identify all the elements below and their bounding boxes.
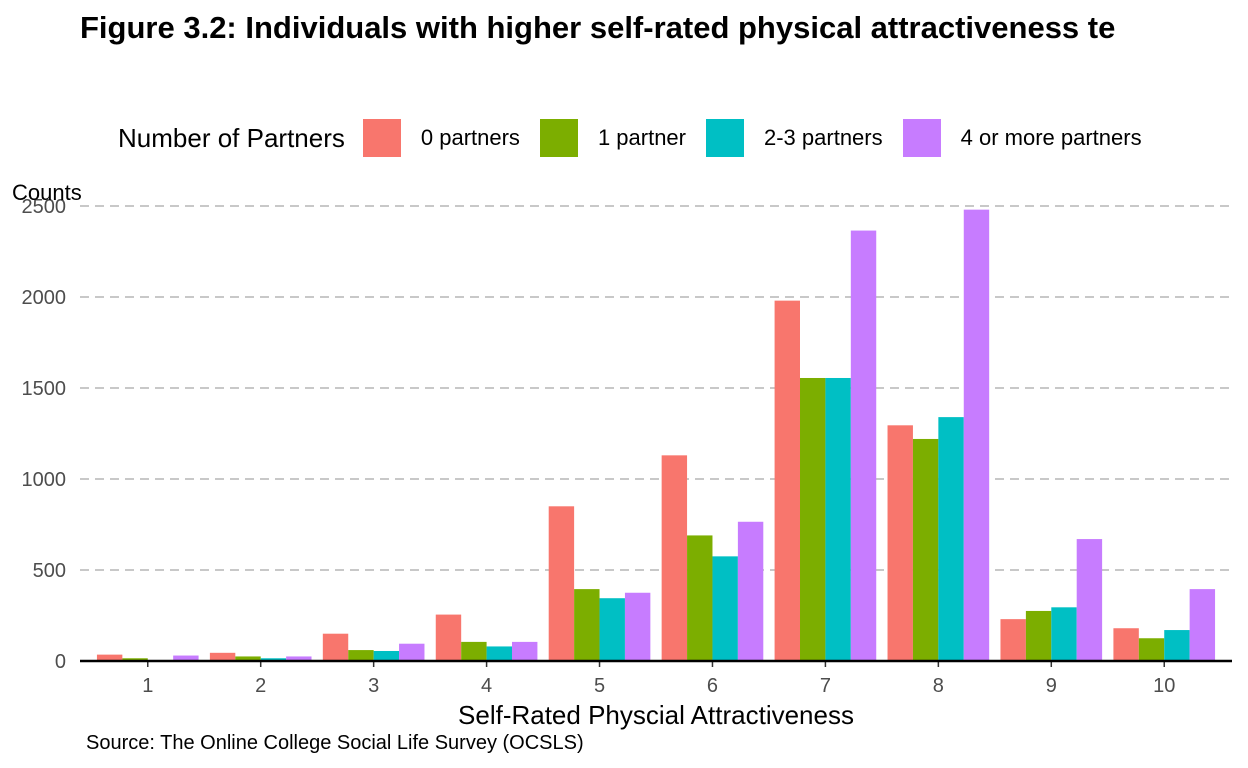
bar-9-0-partners: [1000, 619, 1026, 661]
bar-3-0-partners: [322, 633, 349, 661]
bar-7-4-or-more-partners: [850, 230, 877, 661]
bar-4-2-3-partners: [486, 646, 512, 661]
bar-4-1-partner: [461, 641, 487, 661]
bar-8-4-or-more-partners: [963, 209, 990, 661]
legend-swatch-4-or-more-partners: [902, 119, 941, 157]
bar-6-0-partners: [661, 455, 688, 661]
legend-title: Number of Partners: [118, 122, 345, 153]
y-tick-label-2500: 2500: [22, 196, 67, 218]
x-tick-label-3: 3: [368, 675, 379, 697]
bar-3-2-3-partners: [373, 650, 400, 661]
bar-7-2-3-partners: [825, 377, 851, 661]
legend-label-4-or-more-partners: 4 or more partners: [960, 125, 1142, 150]
bar-7-1-partner: [800, 377, 826, 661]
y-axis-title: Counts: [12, 180, 82, 205]
bar-4-0-partners: [435, 614, 462, 661]
bar-2-0-partners: [209, 652, 236, 661]
bar-10-2-3-partners: [1164, 630, 1190, 661]
bar-7-0-partners: [774, 300, 800, 661]
x-tick-label-5: 5: [594, 675, 605, 697]
legend-swatch-0-partners: [362, 119, 401, 157]
y-tick-label-1500: 1500: [22, 378, 67, 400]
chart-title: Figure 3.2: Individuals with higher self…: [80, 10, 1116, 45]
x-axis-title: Self-Rated Physcial Attractiveness: [458, 700, 854, 730]
legend: Number of Partners 0 partners 1 partner …: [118, 118, 1162, 158]
bar-2-1-partner: [235, 656, 261, 661]
bar-8-2-3-partners: [938, 417, 964, 661]
bar-1-1-partner: [122, 658, 148, 661]
bar-9-1-partner: [1025, 610, 1052, 661]
bar-10-4-or-more-partners: [1189, 589, 1216, 661]
bar-10-1-partner: [1138, 638, 1165, 661]
legend-item-2-3-partners: 2-3 partners: [706, 119, 883, 157]
x-tick-label-4: 4: [481, 675, 492, 697]
x-tick-label-1: 1: [142, 675, 153, 697]
legend-label-2-3-partners: 2-3 partners: [764, 125, 883, 150]
y-tick-label-1000: 1000: [22, 469, 67, 491]
bar-6-2-3-partners: [712, 556, 738, 661]
x-tick-label-7: 7: [820, 675, 831, 697]
x-tick-label-2: 2: [255, 675, 266, 697]
bar-9-4-or-more-partners: [1076, 539, 1103, 661]
bar-3-1-partner: [348, 650, 374, 661]
bar-9-2-3-partners: [1051, 607, 1077, 661]
legend-item-1-partner: 1 partner: [539, 119, 686, 157]
bar-5-2-3-partners: [599, 598, 625, 661]
legend-label-1-partner: 1 partner: [597, 125, 686, 150]
y-tick-label-500: 500: [33, 560, 66, 582]
legend-swatch-2-3-partners: [706, 119, 744, 157]
bar-1-4-or-more-partners: [173, 655, 199, 661]
legend-label-0-partners: 0 partners: [420, 125, 520, 150]
bar-6-1-partner: [687, 535, 713, 661]
bar-8-0-partners: [887, 425, 913, 661]
bar-5-4-or-more-partners: [624, 592, 651, 661]
bar-8-1-partner: [912, 438, 939, 661]
x-tick-label-10: 10: [1153, 675, 1175, 697]
y-tick-label-2000: 2000: [22, 287, 67, 309]
bar-2-4-or-more-partners: [286, 656, 312, 661]
bar-3-4-or-more-partners: [399, 643, 425, 661]
legend-item-4-or-more-partners: 4 or more partners: [902, 119, 1142, 157]
y-tick-label-0: 0: [55, 651, 66, 673]
bar-5-0-partners: [548, 506, 575, 661]
bar-4-4-or-more-partners: [512, 641, 538, 661]
bar-6-4-or-more-partners: [737, 521, 764, 661]
bar-10-0-partners: [1113, 628, 1139, 661]
legend-swatch-1-partner: [539, 119, 578, 157]
x-tick-label-6: 6: [707, 675, 718, 697]
bar-1-0-partners: [96, 654, 123, 661]
bar-2-2-3-partners: [260, 658, 287, 661]
legend-item-0-partners: 0 partners: [362, 119, 520, 157]
bar-5-1-partner: [574, 589, 600, 661]
x-tick-label-9: 9: [1046, 675, 1057, 697]
source-caption: Source: The Online College Social Life S…: [86, 732, 584, 754]
x-tick-label-8: 8: [933, 675, 944, 697]
